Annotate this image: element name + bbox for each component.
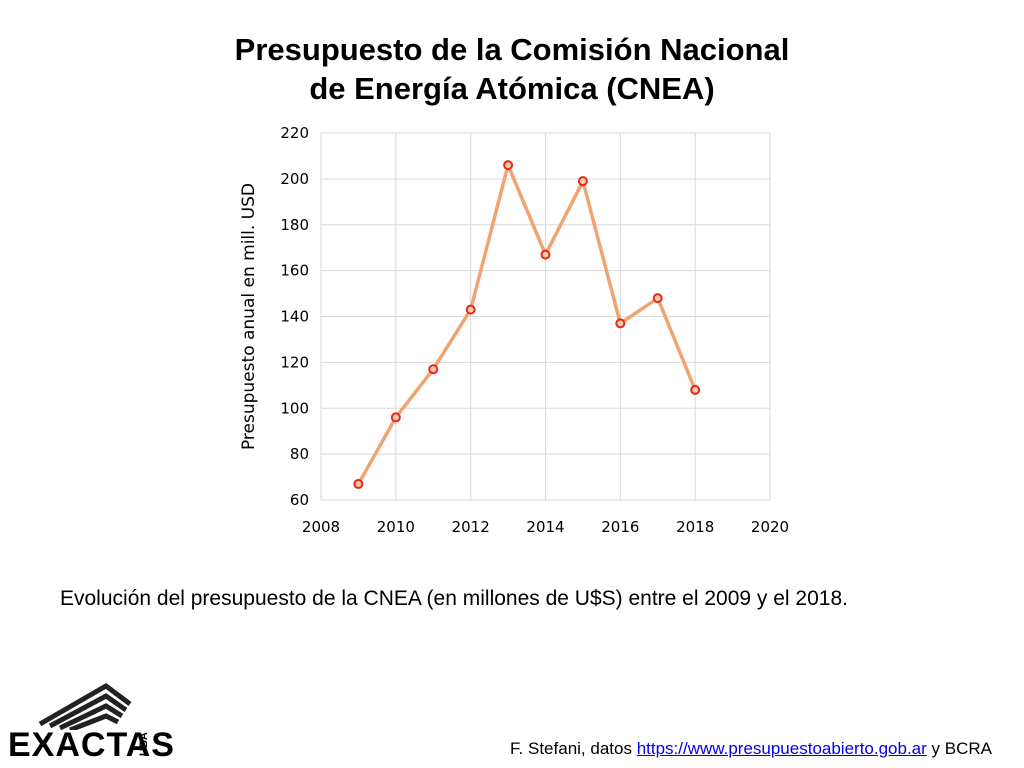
data-source-link[interactable]: https://www.presupuestoabierto.gob.ar [636, 739, 927, 758]
series-line [356, 163, 697, 485]
data-point [690, 384, 701, 395]
y-tick-label: 120 [280, 353, 309, 371]
x-tick-label: 2012 [452, 518, 490, 536]
y-tick-label: 160 [280, 262, 309, 280]
y-tick-label: 220 [280, 124, 309, 142]
x-tick-label: 2016 [601, 518, 639, 536]
credit-prefix: F. Stefani, datos [510, 739, 637, 758]
data-point [652, 293, 663, 304]
y-tick-label: 60 [290, 491, 309, 509]
data-point [615, 318, 626, 329]
budget-series [353, 160, 701, 489]
slide-title-line-1: Presupuesto de la Comisión Nacional [234, 32, 790, 67]
logo-subtext: UBA [138, 732, 150, 756]
data-point [428, 364, 439, 375]
slide-title: Presupuesto de la Comisión Nacional de E… [0, 30, 1024, 108]
data-point [577, 176, 588, 187]
x-tick-label: 2014 [526, 518, 564, 536]
chart-caption: Evolución del presupuesto de la CNEA (en… [60, 587, 848, 610]
y-tick-label: 180 [280, 216, 309, 234]
y-tick-label: 100 [280, 399, 309, 417]
data-point [540, 249, 551, 260]
credit-suffix: y BCRA [926, 739, 992, 758]
y-tick-label: 80 [290, 445, 309, 463]
chart-grid [320, 132, 771, 501]
exactas-logo-icon [38, 683, 132, 730]
x-axis-ticks: 2008 2010 2012 2014 2016 2018 2020 [302, 518, 789, 536]
data-point [503, 160, 514, 171]
y-axis-ticks: 60 80 100 120 140 160 180 200 220 [280, 124, 309, 509]
x-tick-label: 2010 [377, 518, 415, 536]
x-tick-label: 2008 [302, 518, 340, 536]
data-point [465, 304, 476, 315]
source-credit: F. Stefani, datos https://www.presupuest… [510, 738, 992, 760]
y-tick-label: 140 [280, 308, 309, 326]
x-tick-label: 2018 [676, 518, 714, 536]
y-tick-label: 200 [280, 170, 309, 188]
y-axis-label: Presupuesto anual en mill. USD [239, 183, 259, 450]
logo-text: EXACTAS [8, 726, 175, 764]
data-point [390, 412, 401, 423]
x-tick-label: 2020 [751, 518, 789, 536]
slide-title-line-2: de Energía Atómica (CNEA) [309, 71, 715, 106]
data-point [353, 478, 364, 489]
